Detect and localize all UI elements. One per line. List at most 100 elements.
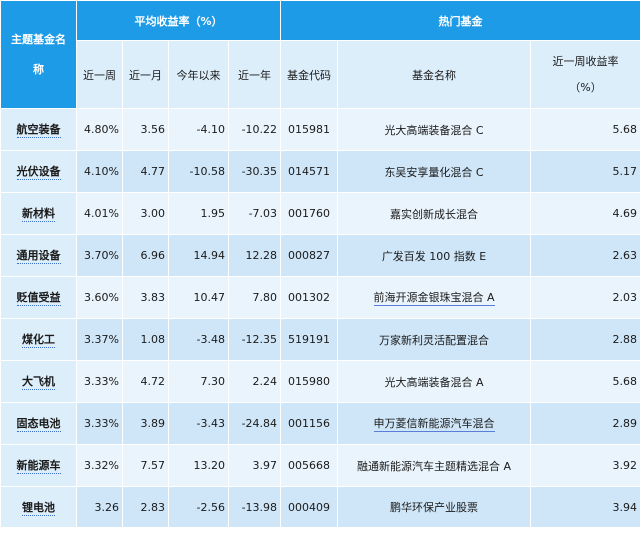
fund-code-cell: 001760 xyxy=(280,192,339,235)
fund-week-cell: 2.03 xyxy=(530,276,640,319)
theme-cell: 锂电池 xyxy=(0,486,77,528)
week-cell: 4.10% xyxy=(76,150,123,193)
year-cell: -12.35 xyxy=(227,318,282,361)
theme-column-header: 主题基金名称 xyxy=(0,0,77,109)
theme-cell: 煤化工 xyxy=(0,318,77,361)
fund-name-cell: 光大高端装备混合 C xyxy=(337,108,532,151)
fund-code-cell: 001156 xyxy=(280,402,339,445)
theme-cell: 新能源车 xyxy=(0,444,77,487)
fund-week-return-header: 近一周收益率 （%） xyxy=(530,40,640,109)
theme-cell: 通用设备 xyxy=(0,234,77,277)
month-cell: 2.83 xyxy=(122,486,169,528)
year-cell: -30.35 xyxy=(227,150,282,193)
ytd-header: 今年以来 xyxy=(168,40,229,109)
fund-name-cell: 嘉实创新成长混合 xyxy=(337,192,532,235)
fund-week-cell: 4.69 xyxy=(530,192,640,235)
month-cell: 3.83 xyxy=(122,276,169,319)
month-cell: 4.77 xyxy=(122,150,169,193)
year-cell: -24.84 xyxy=(227,402,282,445)
table-row: 通用设备 3.70% 6.96 14.94 12.28 000827 广发百发 100 指数… xyxy=(0,234,640,277)
week-cell: 3.33% xyxy=(76,402,123,445)
fund-name-cell: 东吴安享量化混合 C xyxy=(337,150,532,193)
table-row: 航空装备 4.80% 3.56 -4.10 -10.22 015981 光大高端装备混合 C… xyxy=(0,108,640,151)
fund-name-cell: 鹏华环保产业股票 xyxy=(337,486,532,528)
month-cell: 4.72 xyxy=(122,360,169,403)
table-row: 光伏设备 4.10% 4.77 -10.58 -30.35 014571 东吴安享量化混合 … xyxy=(0,150,640,193)
ytd-cell: 7.30 xyxy=(168,360,229,403)
ytd-cell: 14.94 xyxy=(168,234,229,277)
fund-name-cell: 广发百发 100 指数 E xyxy=(337,234,532,277)
ytd-cell: 10.47 xyxy=(168,276,229,319)
week-cell: 3.26 xyxy=(76,486,123,528)
fund-name-cell: 万家新利灵活配置混合 xyxy=(337,318,532,361)
fund-code-cell: 014571 xyxy=(280,150,339,193)
theme-cell: 大飞机 xyxy=(0,360,77,403)
year-cell: -10.22 xyxy=(227,108,282,151)
month-cell: 3.56 xyxy=(122,108,169,151)
week-cell: 3.32% xyxy=(76,444,123,487)
year-cell: -7.03 xyxy=(227,192,282,235)
fund-week-cell: 5.17 xyxy=(530,150,640,193)
theme-cell: 光伏设备 xyxy=(0,150,77,193)
fund-code-cell: 005668 xyxy=(280,444,339,487)
year-cell: 12.28 xyxy=(227,234,282,277)
fund-week-cell: 2.88 xyxy=(530,318,640,361)
table-row: 煤化工 3.37% 1.08 -3.48 -12.35 519191 万家新利灵活配置混合 2… xyxy=(0,318,640,361)
table-row: 贬值受益 3.60% 3.83 10.47 7.80 001302 前海开源金银珠宝混合 A… xyxy=(0,276,640,319)
month-cell: 3.00 xyxy=(122,192,169,235)
hot-funds-group-header: 热门基金 xyxy=(280,0,640,41)
fund-name-cell: 申万菱信新能源汽车混合 xyxy=(337,402,532,445)
fund-week-cell: 3.94 xyxy=(530,486,640,528)
ytd-cell: -4.10 xyxy=(168,108,229,151)
fund-name-cell: 融通新能源汽车主题精选混合 A xyxy=(337,444,532,487)
year-cell: 3.97 xyxy=(227,444,282,487)
month-cell: 1.08 xyxy=(122,318,169,361)
fund-name-header: 基金名称 xyxy=(337,40,532,109)
table-row: 新能源车 3.32% 7.57 13.20 3.97 005668 融通新能源汽车主题精选混… xyxy=(0,444,640,487)
fund-week-cell: 2.89 xyxy=(530,402,640,445)
month-header: 近一月 xyxy=(122,40,169,109)
theme-cell: 贬值受益 xyxy=(0,276,77,319)
ytd-cell: -3.43 xyxy=(168,402,229,445)
year-cell: 7.80 xyxy=(227,276,282,319)
table-row: 固态电池 3.33% 3.89 -3.43 -24.84 001156 申万菱信新能源汽车混… xyxy=(0,402,640,445)
fund-code-cell: 000827 xyxy=(280,234,339,277)
week-cell: 4.80% xyxy=(76,108,123,151)
ytd-cell: 1.95 xyxy=(168,192,229,235)
table-row: 大飞机 3.33% 4.72 7.30 2.24 015980 光大高端装备混合 A 5.68 xyxy=(0,360,640,403)
ytd-cell: -2.56 xyxy=(168,486,229,528)
ytd-cell: -10.58 xyxy=(168,150,229,193)
fund-week-cell: 2.63 xyxy=(530,234,640,277)
fund-code-cell: 001302 xyxy=(280,276,339,319)
week-header: 近一周 xyxy=(76,40,123,109)
theme-cell: 航空装备 xyxy=(0,108,77,151)
week-cell: 3.33% xyxy=(76,360,123,403)
week-cell: 3.37% xyxy=(76,318,123,361)
fund-code-cell: 015981 xyxy=(280,108,339,151)
fund-name-cell: 光大高端装备混合 A xyxy=(337,360,532,403)
fund-code-header: 基金代码 xyxy=(280,40,339,109)
week-cell: 3.70% xyxy=(76,234,123,277)
year-cell: 2.24 xyxy=(227,360,282,403)
year-cell: -13.98 xyxy=(227,486,282,528)
month-cell: 6.96 xyxy=(122,234,169,277)
table-row: 锂电池 3.26 2.83 -2.56 -13.98 000409 鹏华环保产业股票 3.94 xyxy=(0,486,640,528)
week-cell: 4.01% xyxy=(76,192,123,235)
fund-code-cell: 015980 xyxy=(280,360,339,403)
fund-week-cell: 5.68 xyxy=(530,108,640,151)
fund-week-cell: 3.92 xyxy=(530,444,640,487)
week-cell: 3.60% xyxy=(76,276,123,319)
avg-return-group-header: 平均收益率（%） xyxy=(75,0,282,41)
table-row: 新材料 4.01% 3.00 1.95 -7.03 001760 嘉实创新成长混合 4.69 xyxy=(0,192,640,235)
month-cell: 7.57 xyxy=(122,444,169,487)
fund-code-cell: 000409 xyxy=(280,486,339,528)
fund-code-cell: 519191 xyxy=(280,318,339,361)
theme-cell: 固态电池 xyxy=(0,402,77,445)
theme-cell: 新材料 xyxy=(0,192,77,235)
year-header: 近一年 xyxy=(227,40,282,109)
ytd-cell: -3.48 xyxy=(168,318,229,361)
fund-name-cell: 前海开源金银珠宝混合 A xyxy=(337,276,532,319)
ytd-cell: 13.20 xyxy=(168,444,229,487)
month-cell: 3.89 xyxy=(122,402,169,445)
